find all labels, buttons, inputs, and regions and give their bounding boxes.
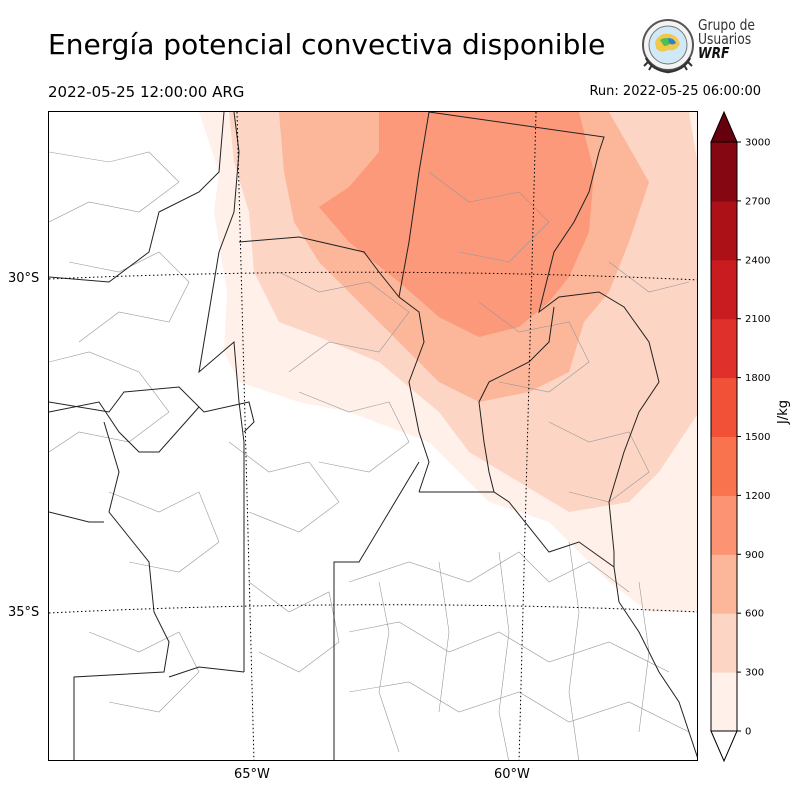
graticule	[49, 112, 697, 760]
logo-text: Grupo de Usuarios WRF	[698, 16, 756, 62]
colorbar-tick-label: 1200	[745, 491, 770, 502]
colorbar-band	[711, 377, 737, 437]
colorbar-tick-label: 1800	[745, 373, 770, 384]
colorbar-under-arrow	[710, 730, 738, 763]
valid-time: 2022-05-25 12:00:00 ARG	[48, 83, 245, 101]
colorbar-tick-label: 2400	[745, 255, 770, 266]
lon-label-60w: 60°W	[494, 767, 530, 782]
colorbar-units: J/kg	[776, 400, 791, 424]
colorbar-tick-label: 300	[745, 668, 764, 679]
province-borders	[49, 112, 697, 760]
colorbar-tick-label: 2700	[745, 196, 770, 207]
colorbar-band	[711, 613, 737, 673]
wrf-globe-icon	[642, 19, 694, 74]
logo-line2: Usuarios	[698, 30, 752, 48]
colorbar-tick-label: 0	[745, 727, 751, 738]
logo-line1: Grupo de	[698, 16, 756, 34]
colorbar-bands	[711, 142, 737, 732]
colorbar: 0 300 600 900 1200 1500 1800 2100 2400 2700 3000	[710, 110, 770, 763]
map-canvas	[49, 112, 697, 760]
lon-label-65w: 65°W	[234, 767, 270, 782]
logo-line3: WRF	[698, 44, 730, 62]
colorbar-tick-label: 600	[745, 609, 764, 620]
colorbar-tick-label: 3000	[745, 138, 770, 149]
colorbar-band	[711, 142, 737, 202]
colorbar-over-arrow	[710, 110, 738, 143]
colorbar-tick-label: 2100	[745, 314, 770, 325]
cape-fill-900	[319, 112, 594, 337]
wrf-users-logo: Grupo de Usuarios WRF	[638, 18, 768, 74]
cape-map[interactable]	[48, 111, 698, 761]
colorbar-ticks: 0 300 600 900 1200 1500 1800 2100 2400 2700 3000	[737, 138, 770, 738]
colorbar-tick-label: 900	[745, 550, 764, 561]
colorbar-band	[711, 200, 737, 261]
colorbar-tick-label: 1500	[745, 432, 770, 443]
colorbar-band	[711, 672, 737, 732]
colorbar-band	[711, 554, 737, 614]
colorbar-band	[711, 259, 737, 320]
lat-label-35s: 35°S	[8, 605, 40, 620]
colorbar-band	[711, 436, 737, 496]
chart-title: Energía potencial convectiva disponible	[48, 28, 606, 61]
lat-label-30s: 30°S	[8, 271, 40, 286]
run-time: Run: 2022-05-25 06:00:00	[589, 84, 761, 99]
colorbar-band	[711, 495, 737, 555]
colorbar-band	[711, 318, 737, 379]
